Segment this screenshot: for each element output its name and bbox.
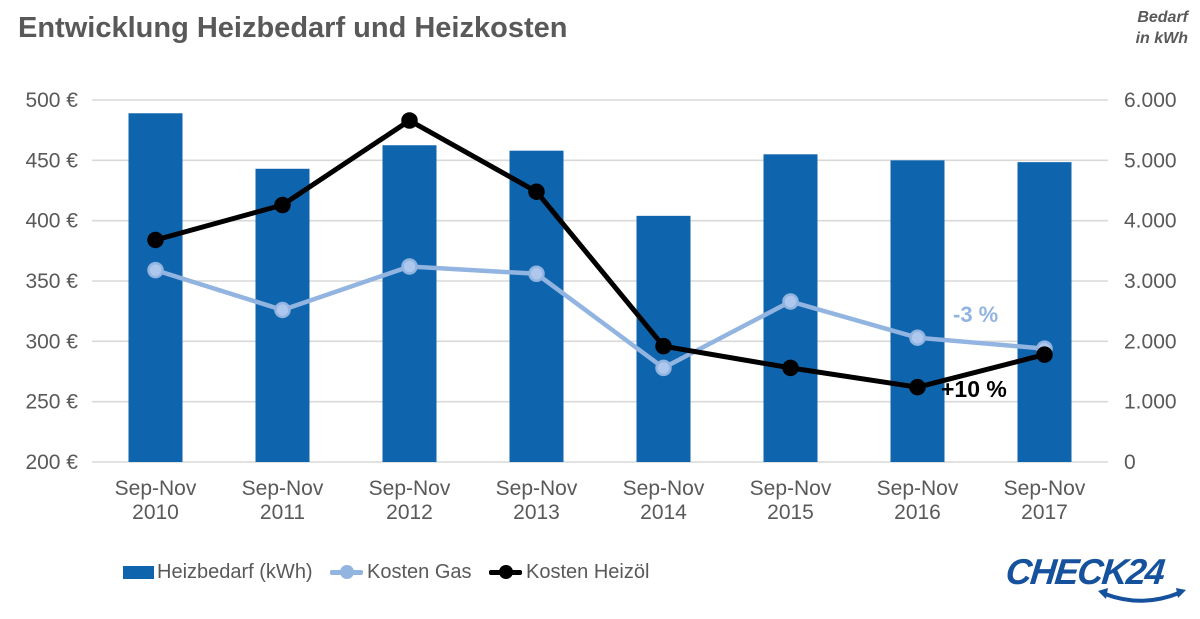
legend-label-kosten-gas: Kosten Gas bbox=[367, 560, 472, 583]
right-axis-tick: 4.000 bbox=[1124, 210, 1177, 233]
point-kosten-heizöl-1 bbox=[274, 196, 291, 214]
check24-logo-text: CHECK24 bbox=[1003, 551, 1166, 592]
point-kosten-gas-6 bbox=[909, 329, 926, 346]
x-tick-year: 2013 bbox=[513, 501, 560, 524]
legend-item-kosten-gas: Kosten Gas bbox=[330, 558, 472, 586]
left-axis-tick: 500 € bbox=[25, 89, 78, 112]
x-tick-period: Sep-Nov bbox=[242, 477, 324, 500]
bar-sep-nov-2010 bbox=[128, 113, 183, 463]
chart-title: Entwicklung Heizbedarf und Heizkosten bbox=[18, 12, 568, 44]
x-tick-year: 2016 bbox=[894, 501, 941, 524]
x-tick-year: 2015 bbox=[767, 501, 814, 524]
x-tick-period: Sep-Nov bbox=[1004, 477, 1086, 500]
heizoel-line-marker bbox=[489, 565, 522, 580]
right-axis-tick: 2.000 bbox=[1124, 330, 1177, 353]
x-tick-period: Sep-Nov bbox=[115, 477, 197, 500]
right-axis-tick: 5.000 bbox=[1124, 149, 1177, 172]
point-kosten-gas-2 bbox=[401, 258, 418, 275]
x-tick-period: Sep-Nov bbox=[369, 477, 451, 500]
right-axis-tick: 3.000 bbox=[1124, 270, 1177, 293]
left-axis-tick: 250 € bbox=[25, 391, 78, 414]
x-tick-year: 2014 bbox=[640, 501, 687, 524]
x-tick-year: 2010 bbox=[132, 501, 179, 524]
x-tick-period: Sep-Nov bbox=[750, 477, 832, 500]
x-tick-period: Sep-Nov bbox=[877, 477, 959, 500]
point-kosten-gas-0 bbox=[147, 261, 164, 279]
point-kosten-heizöl-4 bbox=[655, 337, 672, 355]
right-axis-unit-line1: Bedarf bbox=[1137, 9, 1188, 26]
left-axis-tick: 300 € bbox=[25, 330, 78, 353]
left-axis-tick: 450 € bbox=[25, 149, 78, 172]
right-axis-tick: 1.000 bbox=[1124, 391, 1177, 414]
bar-sep-nov-2013 bbox=[509, 150, 564, 462]
line-kosten-gas bbox=[154, 264, 1045, 371]
point-kosten-heizöl-2 bbox=[401, 112, 418, 129]
bar-sep-nov-2012 bbox=[382, 145, 437, 462]
check24-logo: CHECK24 bbox=[1003, 551, 1196, 613]
right-axis-unit-note: Bedarf in kWh bbox=[1136, 8, 1188, 50]
left-axis-tick: 200 € bbox=[25, 451, 78, 474]
right-axis-tick: 6.000 bbox=[1124, 89, 1177, 112]
legend-label-kosten-heizoel: Kosten Heizöl bbox=[526, 560, 650, 583]
x-tick-year: 2012 bbox=[386, 501, 433, 524]
point-kosten-heizöl-3 bbox=[528, 183, 545, 200]
right-axis-unit-line2: in kWh bbox=[1135, 29, 1188, 47]
line-kosten-heizöl bbox=[154, 117, 1046, 390]
left-axis-tick: 400 € bbox=[25, 210, 78, 233]
chart-legend: Heizbedarf (kWh) Kosten Gas Kosten Heizö… bbox=[0, 558, 980, 588]
legend-item-heizbedarf: Heizbedarf (kWh) bbox=[123, 558, 313, 586]
legend-label-heizbedarf: Heizbedarf (kWh) bbox=[157, 560, 313, 583]
point-kosten-heizöl-6 bbox=[909, 378, 926, 396]
point-kosten-gas-3 bbox=[528, 265, 545, 283]
oil-change-annotation: +10 % bbox=[941, 376, 1007, 402]
x-tick-year: 2017 bbox=[1021, 501, 1068, 524]
point-kosten-heizöl-5 bbox=[782, 359, 799, 377]
x-tick-period: Sep-Nov bbox=[496, 477, 578, 500]
check24-logo-swoosh-icon bbox=[1098, 588, 1186, 603]
heizbedarf-bar-swatch bbox=[123, 565, 154, 579]
bar-sep-nov-2017 bbox=[1017, 162, 1072, 463]
gas-line-marker bbox=[330, 565, 363, 580]
point-kosten-gas-1 bbox=[274, 301, 291, 319]
legend-item-kosten-heizoel: Kosten Heizöl bbox=[489, 558, 649, 586]
point-kosten-gas-5 bbox=[782, 293, 799, 310]
x-tick-year: 2011 bbox=[260, 501, 305, 524]
gas-change-annotation: -3 % bbox=[953, 302, 999, 327]
left-axis-tick: 350 € bbox=[25, 270, 78, 293]
point-kosten-gas-4 bbox=[655, 359, 672, 377]
point-kosten-heizöl-0 bbox=[147, 231, 164, 249]
right-axis-tick: 0 bbox=[1124, 451, 1136, 474]
bar-sep-nov-2016 bbox=[890, 160, 945, 463]
point-kosten-heizöl-7 bbox=[1036, 346, 1053, 363]
x-tick-period: Sep-Nov bbox=[623, 477, 705, 500]
